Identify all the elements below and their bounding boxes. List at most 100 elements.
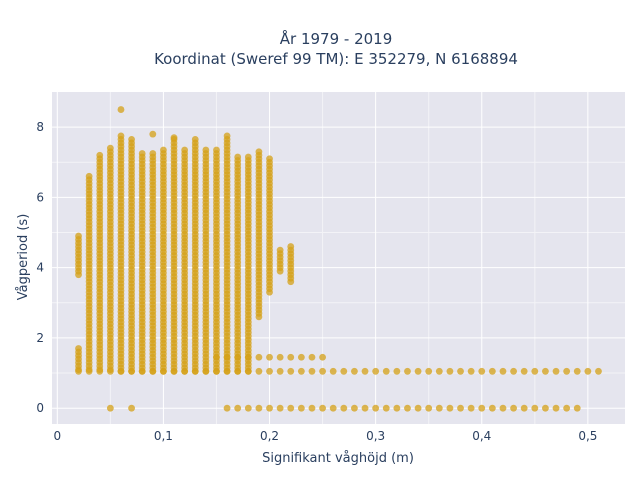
data-point [361, 404, 369, 412]
x-axis-ticks: 0 0,1 0,2 0,3 0,4 0,5 [53, 429, 597, 443]
x-tick-label: 0 [53, 429, 61, 443]
data-point [531, 404, 539, 412]
data-point [128, 136, 135, 143]
data-point [552, 404, 560, 412]
data-point [96, 151, 104, 159]
data-point [223, 404, 231, 412]
data-point [446, 367, 454, 375]
data-point [213, 353, 220, 361]
data-point [404, 367, 411, 375]
data-point [213, 367, 220, 375]
data-point [276, 367, 284, 375]
data-point [96, 367, 104, 375]
data-point [170, 134, 178, 142]
data-point [393, 367, 401, 375]
data-point [382, 404, 390, 412]
data-point [75, 367, 82, 375]
data-point [563, 404, 571, 412]
data-point [319, 367, 326, 375]
data-point [499, 404, 507, 412]
data-point [85, 367, 93, 375]
data-point [584, 367, 592, 375]
data-point [191, 136, 199, 143]
data-point [478, 404, 486, 412]
data-point [276, 246, 284, 254]
data-point [573, 404, 581, 412]
data-point [191, 367, 199, 375]
data-point [170, 367, 178, 375]
data-point [255, 404, 263, 412]
data-point [542, 367, 549, 375]
data-point [372, 404, 380, 412]
data-point [510, 404, 517, 412]
data-point [595, 367, 602, 375]
data-point [393, 404, 401, 412]
data-point [138, 367, 146, 375]
data-point [361, 367, 369, 375]
chart-title-line-1: År 1979 - 2019 [280, 29, 393, 48]
y-tick-label: 8 [36, 120, 44, 134]
data-point [319, 404, 326, 412]
data-point [382, 367, 390, 375]
data-point [160, 367, 167, 375]
data-point [552, 367, 560, 375]
data-point [308, 404, 316, 412]
data-point [266, 404, 273, 412]
data-points [75, 106, 602, 412]
data-point [287, 243, 295, 250]
data-point [478, 367, 486, 375]
data-point [297, 404, 305, 412]
data-point [488, 367, 496, 375]
data-point [106, 367, 114, 375]
data-point [255, 353, 263, 361]
data-point [520, 404, 528, 412]
data-point [435, 404, 443, 412]
data-point [75, 232, 82, 240]
data-point [467, 367, 475, 375]
x-tick-label: 0,1 [154, 429, 173, 443]
data-point [308, 353, 316, 361]
data-point [340, 367, 348, 375]
data-point [297, 367, 305, 375]
data-point [425, 404, 433, 412]
chart-title-line-2: Koordinat (Sweref 99 TM): E 352279, N 61… [154, 50, 518, 68]
data-point [573, 367, 581, 375]
data-point [414, 367, 422, 375]
data-point [117, 106, 125, 113]
data-point [531, 367, 539, 375]
data-point [202, 146, 210, 154]
data-point [181, 146, 189, 154]
data-point [435, 367, 443, 375]
data-point [520, 367, 528, 375]
data-point [75, 345, 82, 352]
data-point [117, 367, 125, 375]
y-tick-label: 4 [36, 261, 44, 275]
data-point [340, 404, 348, 412]
y-tick-label: 6 [36, 190, 44, 204]
data-point [446, 404, 454, 412]
data-point [287, 367, 295, 375]
data-point [457, 404, 464, 412]
data-point [234, 404, 242, 412]
x-axis-title: Signifikant våghöjd (m) [262, 451, 414, 466]
data-point [308, 367, 316, 375]
data-point [351, 404, 358, 412]
data-point [160, 146, 167, 154]
y-tick-label: 0 [36, 401, 44, 415]
data-point [223, 367, 231, 375]
data-point [202, 367, 210, 375]
data-point [181, 367, 189, 375]
data-point [276, 404, 284, 412]
data-point [372, 367, 380, 375]
data-point [255, 367, 263, 375]
data-point [117, 132, 125, 140]
data-point [106, 144, 114, 152]
data-point [414, 404, 422, 412]
data-point [467, 404, 475, 412]
data-point [234, 367, 242, 375]
data-point [266, 367, 273, 375]
data-point [106, 404, 114, 412]
data-point [266, 353, 273, 361]
